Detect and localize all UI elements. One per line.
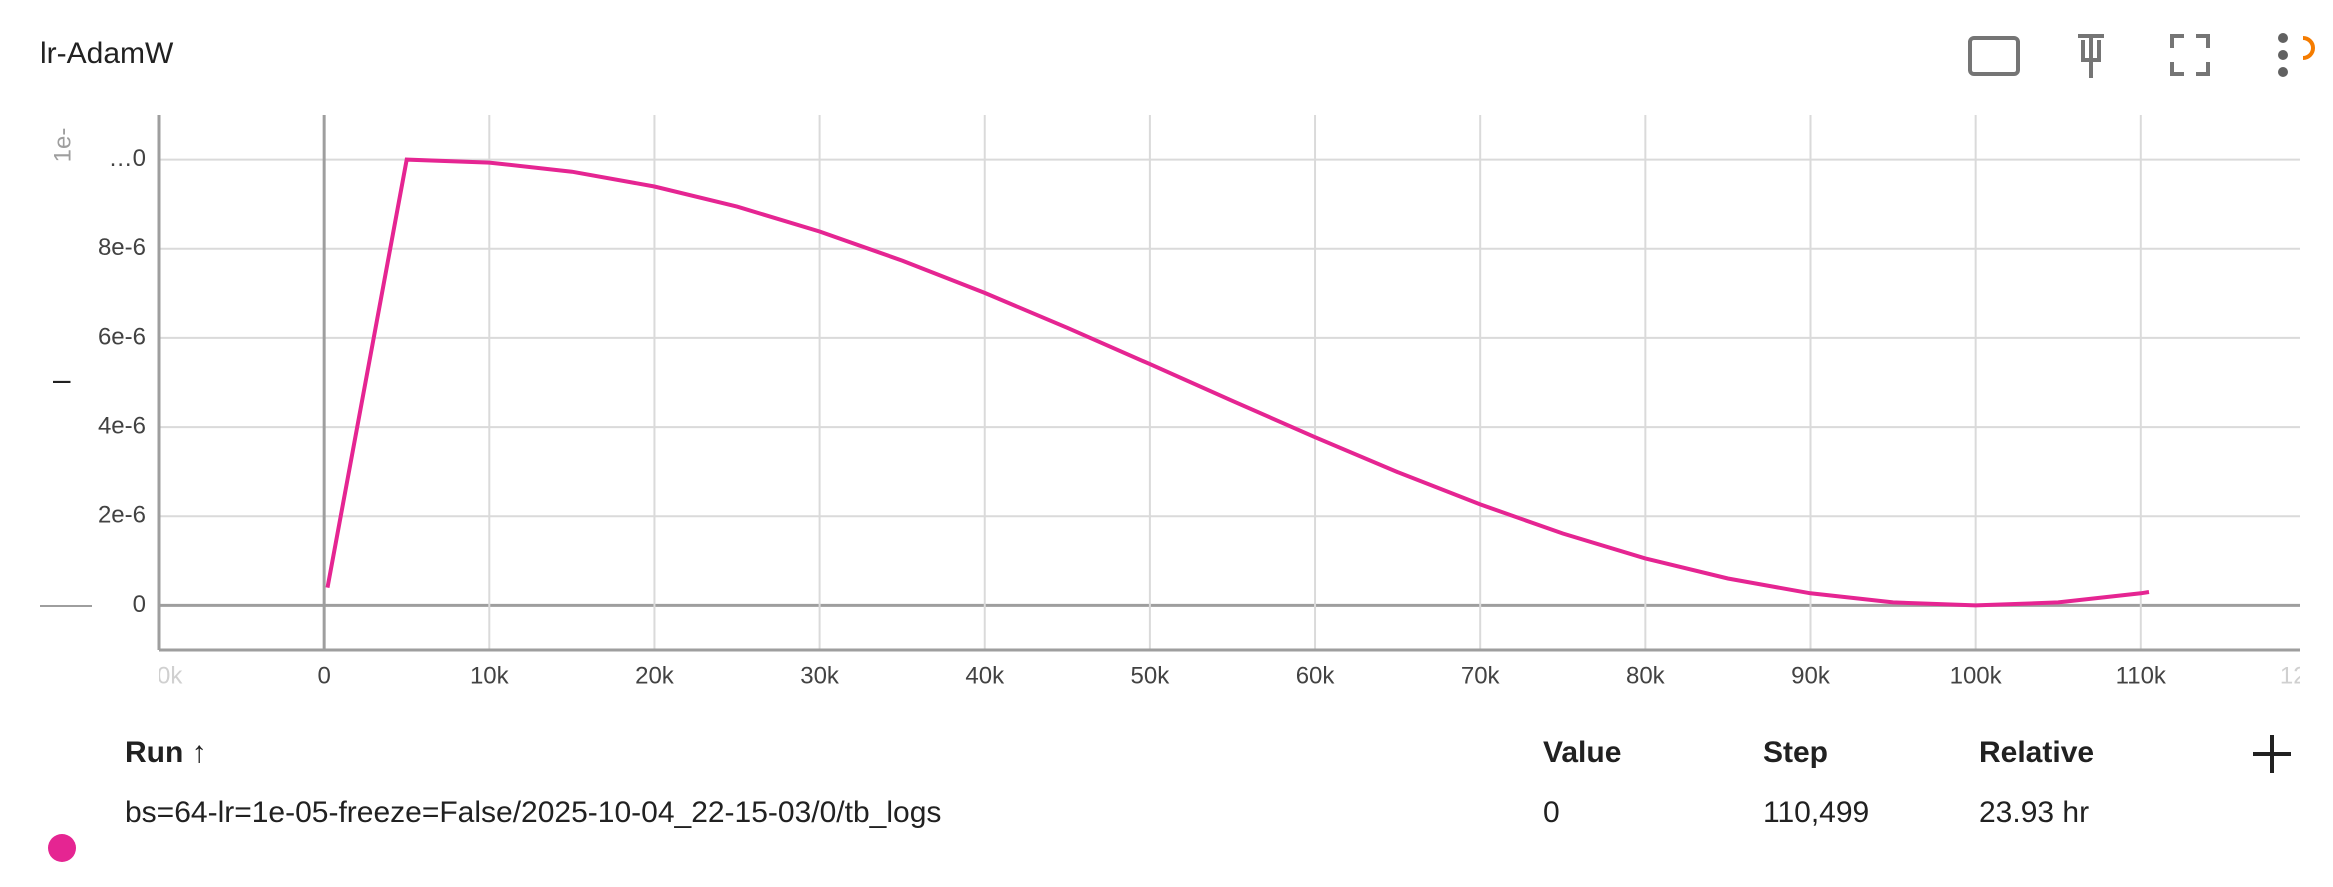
y-tick-label: 6e-6 [98, 323, 146, 350]
x-tick-label: 80k [1626, 662, 1666, 689]
y-tick-label: 0 [133, 591, 146, 618]
fullscreen-button[interactable] [2170, 34, 2210, 76]
y-axis-label: l [49, 379, 76, 384]
toolbar[interactable] [1968, 34, 2210, 78]
x-tick-label: 90k [1791, 662, 1831, 689]
legend-swatch [48, 834, 76, 862]
y-exponent-label: 1e- [49, 128, 76, 163]
fit-domain-button[interactable] [1968, 36, 2020, 76]
menu-button[interactable] [2278, 33, 2288, 77]
table-header: Run ↑ [125, 736, 207, 769]
table-header: Value [1543, 736, 1621, 769]
y-tick-label: 2e-6 [98, 502, 146, 529]
y-tick-label: 8e-6 [98, 234, 146, 261]
table-cell: 23.93 hr [1979, 796, 2089, 829]
x-tick-label: 10k [470, 662, 510, 689]
data-table: Run ↑ Value Step Relative bs=64-lr=1e-05-fre… [48, 736, 2094, 862]
x-tick-label: 110k [2116, 662, 2167, 689]
line [325, 157, 2150, 608]
x-tick-label: 30k [800, 662, 840, 689]
menu-dot [2278, 33, 2288, 43]
x-tick-label: 40k [965, 662, 1005, 689]
chart-title: lr-AdamW [40, 37, 174, 70]
x-tick-label: 70k [1461, 662, 1501, 689]
y-tick-label: …0 [109, 145, 146, 172]
x-tick-label: 60k [1296, 662, 1336, 689]
x-tick-label: 0 [317, 662, 330, 689]
loading-spinner [2302, 36, 2315, 60]
x-tick-label: -10k [136, 662, 184, 689]
x-tick-labels: -10k 0 10k 20k 30k 40k 50k 60k 70k 80k 90k 100k 110k… [136, 662, 2333, 689]
x-tick-label: 100k [1950, 662, 2003, 689]
x-tick-label: 50k [1131, 662, 1171, 689]
table-cell: 110,499 [1763, 796, 1869, 829]
table-cell: bs=64-lr=1e-05-freeze=False/2025-10-04_2… [125, 796, 941, 829]
y-tick-label: 4e-6 [98, 412, 146, 439]
table-cell: 0 [1543, 796, 1560, 829]
table-header: Relative [1979, 736, 2094, 769]
add-column-button[interactable] [2253, 735, 2291, 773]
x-tick-label: 20k [635, 662, 675, 689]
grid [157, 115, 2300, 652]
menu-dot [2278, 67, 2288, 77]
menu-dot [2278, 50, 2288, 60]
pin-button[interactable] [2078, 34, 2104, 78]
x-tick-label: 120k [2280, 662, 2333, 689]
table-header: Step [1763, 736, 1828, 769]
